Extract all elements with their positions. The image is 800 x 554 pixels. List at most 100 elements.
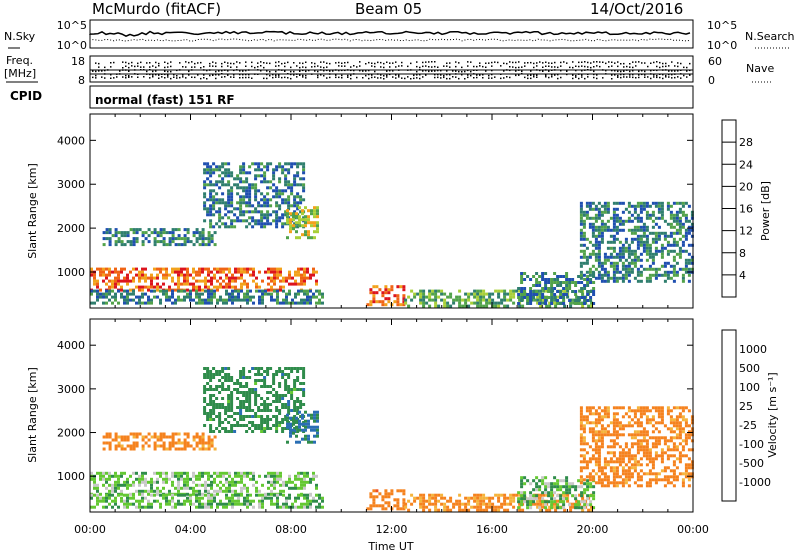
echo-cell — [612, 270, 616, 274]
echo-cell — [585, 255, 589, 259]
echo-cell — [452, 505, 456, 509]
echo-cell — [503, 499, 507, 503]
freq-mark — [317, 76, 319, 79]
echo-cell — [263, 213, 267, 217]
freq-mark — [230, 66, 232, 68]
echo-cell — [654, 475, 658, 479]
echo-cell — [663, 484, 667, 488]
echo-cell — [636, 216, 640, 220]
echo-cell — [287, 162, 291, 166]
echo-cell — [651, 210, 655, 214]
echo-cell — [520, 476, 524, 480]
echo-cell — [590, 301, 594, 305]
echo-cell — [195, 289, 198, 293]
echo-cell — [224, 367, 228, 370]
echo-cell — [666, 261, 670, 265]
echo-cell — [273, 270, 276, 274]
freq-mark — [422, 61, 424, 64]
echo-cell — [648, 231, 652, 235]
echo-cell — [129, 492, 132, 496]
echo-cell — [239, 195, 243, 199]
echo-cell — [147, 301, 150, 305]
echo-cell — [600, 424, 604, 428]
echo-cell — [102, 243, 106, 247]
echo-cell — [201, 288, 204, 292]
echo-cell — [239, 400, 243, 403]
echo-cell — [372, 504, 376, 508]
echo-cell — [117, 505, 120, 509]
echo-cell — [612, 228, 616, 232]
echo-cell — [132, 279, 135, 283]
echo-cell — [215, 183, 219, 187]
echo-cell — [162, 432, 166, 436]
echo-cell — [132, 267, 135, 271]
echo-cell — [233, 183, 237, 187]
freq-mark — [515, 70, 517, 72]
echo-cell — [636, 424, 640, 428]
echo-cell — [304, 218, 307, 222]
echo-cell — [114, 486, 117, 490]
echo-cell — [96, 502, 99, 506]
echo-cell — [645, 418, 649, 422]
echo-cell — [222, 285, 225, 289]
freq-mark — [155, 66, 157, 69]
echo-cell — [292, 215, 295, 219]
echo-cell — [579, 466, 583, 470]
echo-cell — [257, 168, 261, 172]
echo-cell — [618, 451, 622, 455]
echo-cell — [239, 171, 243, 175]
echo-cell — [212, 183, 216, 187]
echo-cell — [633, 258, 637, 262]
echo-cell — [198, 234, 202, 238]
echo-cell — [369, 492, 373, 496]
echo-cell — [306, 301, 309, 305]
echo-cell — [195, 496, 198, 500]
echo-cell — [141, 499, 144, 503]
echo-cell — [556, 299, 560, 302]
freq-mark — [212, 61, 214, 63]
echo-cell — [284, 201, 288, 205]
echo-cell — [577, 302, 581, 305]
echo-cell — [278, 412, 282, 415]
echo-cell — [192, 298, 195, 302]
freq-mark — [533, 74, 535, 76]
echo-cell — [690, 210, 694, 214]
echo-cell — [633, 442, 637, 446]
echo-cell — [594, 219, 598, 223]
echo-cell — [603, 409, 607, 413]
echo-cell — [295, 212, 298, 216]
echo-cell — [287, 376, 291, 379]
echo-cell — [651, 460, 655, 464]
echo-cell — [316, 419, 319, 423]
echo-cell — [526, 302, 530, 305]
echo-cell — [266, 391, 270, 394]
echo-cell — [600, 472, 604, 476]
echo-cell — [144, 292, 147, 296]
echo-cell — [263, 174, 267, 178]
echo-cell — [396, 297, 400, 301]
freq-mark — [467, 61, 469, 63]
echo-cell — [203, 219, 207, 223]
echo-cell — [310, 224, 313, 228]
echo-cell — [209, 174, 213, 178]
echo-cell — [666, 427, 670, 431]
freq-mark — [593, 61, 595, 63]
echo-cell — [627, 219, 631, 223]
echo-cell — [231, 496, 234, 500]
echo-cell — [144, 301, 147, 305]
echo-cell — [221, 427, 225, 430]
echo-cell — [293, 415, 297, 418]
echo-cell — [539, 298, 543, 302]
echo-cell — [275, 418, 279, 421]
echo-cell — [150, 282, 153, 286]
echo-cell — [195, 279, 198, 283]
echo-cell — [165, 289, 168, 293]
echo-cell — [242, 394, 246, 397]
echo-cell — [378, 288, 382, 292]
echo-cell — [523, 482, 527, 486]
echo-cell — [203, 373, 207, 376]
echo-cell — [535, 485, 539, 489]
echo-cell — [201, 298, 204, 302]
echo-cell — [90, 505, 93, 509]
freq-mark — [152, 70, 154, 73]
